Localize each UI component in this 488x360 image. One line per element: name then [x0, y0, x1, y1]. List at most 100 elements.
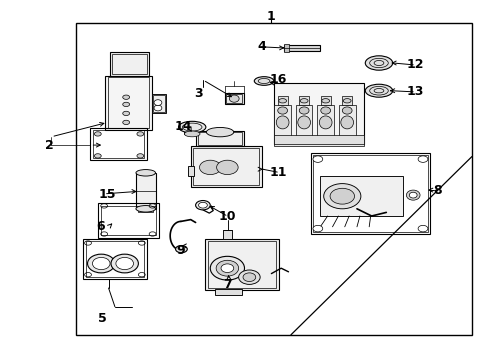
Ellipse shape — [154, 100, 162, 105]
Bar — [112, 54, 146, 74]
Bar — [274, 105, 290, 138]
Bar — [190, 146, 261, 187]
Ellipse shape — [122, 102, 129, 107]
Bar — [136, 173, 155, 209]
Bar — [207, 241, 276, 288]
Text: 4: 4 — [257, 40, 265, 53]
Ellipse shape — [195, 201, 210, 210]
Ellipse shape — [417, 225, 427, 232]
Text: 6: 6 — [96, 220, 104, 233]
Ellipse shape — [210, 256, 244, 280]
Ellipse shape — [342, 107, 351, 114]
Bar — [195, 131, 244, 146]
Text: 2: 2 — [44, 139, 53, 152]
Bar — [151, 94, 166, 113]
Text: 11: 11 — [269, 166, 287, 179]
Bar — [198, 132, 242, 145]
Bar — [283, 44, 289, 52]
Ellipse shape — [199, 160, 221, 175]
Ellipse shape — [198, 202, 207, 208]
Text: 16: 16 — [269, 73, 287, 86]
Ellipse shape — [178, 121, 205, 133]
Bar — [277, 96, 287, 105]
Bar — [295, 105, 312, 138]
Bar — [312, 155, 427, 232]
Ellipse shape — [238, 270, 260, 284]
Bar — [153, 95, 164, 112]
Bar — [310, 153, 429, 234]
Ellipse shape — [137, 154, 143, 158]
Text: 1: 1 — [266, 10, 275, 23]
Ellipse shape — [340, 116, 353, 129]
Ellipse shape — [300, 99, 307, 103]
Ellipse shape — [312, 156, 322, 162]
Text: 7: 7 — [223, 278, 231, 291]
Ellipse shape — [278, 99, 286, 103]
Text: 8: 8 — [432, 184, 441, 197]
Ellipse shape — [365, 56, 392, 70]
Ellipse shape — [136, 206, 155, 212]
Ellipse shape — [137, 132, 143, 136]
Text: 13: 13 — [406, 85, 424, 98]
Text: 12: 12 — [406, 58, 424, 71]
Ellipse shape — [276, 116, 288, 129]
Bar — [320, 96, 330, 105]
Ellipse shape — [254, 77, 273, 85]
Bar — [138, 208, 153, 212]
Ellipse shape — [408, 192, 416, 198]
Bar — [98, 203, 159, 238]
Text: 10: 10 — [218, 210, 236, 222]
Bar — [188, 166, 194, 176]
Ellipse shape — [94, 132, 101, 136]
Ellipse shape — [206, 127, 233, 137]
Bar — [105, 76, 151, 130]
Ellipse shape — [229, 95, 239, 102]
Ellipse shape — [87, 254, 115, 273]
Ellipse shape — [329, 188, 354, 204]
Ellipse shape — [312, 225, 322, 232]
Ellipse shape — [216, 160, 238, 175]
Ellipse shape — [319, 116, 331, 129]
Ellipse shape — [122, 111, 129, 116]
Bar — [107, 77, 149, 128]
Bar — [85, 241, 144, 277]
Bar — [93, 130, 144, 158]
Text: 14: 14 — [174, 120, 192, 132]
Bar — [226, 94, 242, 103]
Bar — [193, 148, 259, 185]
Bar — [110, 52, 149, 76]
Bar — [224, 93, 243, 104]
Ellipse shape — [343, 99, 350, 103]
Bar — [320, 176, 403, 216]
Ellipse shape — [243, 273, 255, 282]
Ellipse shape — [116, 257, 133, 270]
Ellipse shape — [321, 99, 329, 103]
Bar — [90, 128, 146, 160]
Ellipse shape — [94, 154, 101, 158]
Ellipse shape — [417, 156, 427, 162]
Ellipse shape — [277, 107, 287, 114]
Bar — [299, 96, 308, 105]
Bar — [342, 96, 351, 105]
Ellipse shape — [221, 264, 233, 273]
Bar — [273, 140, 364, 146]
Ellipse shape — [216, 260, 238, 276]
Bar — [283, 45, 320, 51]
Text: 5: 5 — [98, 312, 107, 325]
Ellipse shape — [406, 190, 419, 200]
Ellipse shape — [111, 254, 138, 273]
Bar — [76, 23, 471, 335]
Bar — [101, 206, 156, 235]
Bar — [205, 239, 278, 290]
Text: 9: 9 — [176, 244, 185, 257]
Ellipse shape — [122, 95, 129, 99]
Bar — [215, 289, 242, 295]
Ellipse shape — [92, 257, 110, 270]
Bar — [273, 83, 364, 144]
Ellipse shape — [297, 116, 310, 129]
Ellipse shape — [320, 107, 330, 114]
Ellipse shape — [136, 170, 155, 176]
Ellipse shape — [175, 246, 187, 253]
Ellipse shape — [323, 184, 360, 209]
Bar — [184, 127, 200, 134]
